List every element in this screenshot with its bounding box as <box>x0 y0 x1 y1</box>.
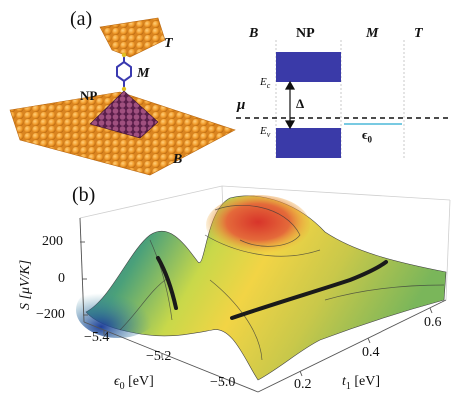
panel-b-label: (b) <box>72 184 96 206</box>
y-tick-0: 0.2 <box>294 377 312 392</box>
y-axis-label: t1 [eV] <box>342 374 381 392</box>
ec-label: Ec <box>260 76 271 91</box>
ev-label: Ev <box>260 125 271 140</box>
valence-band <box>276 128 341 158</box>
molecule-illustration <box>9 17 236 176</box>
zero-curve-right <box>230 260 388 320</box>
epsilon0-label: ϵ0 <box>362 127 372 145</box>
top-electrode-label: T <box>164 36 173 51</box>
x-tick-0: −5.4 <box>84 330 110 345</box>
y-tick-2: 0.6 <box>424 315 442 330</box>
zero-curve-left <box>156 256 178 310</box>
energy-diagram <box>236 40 448 160</box>
nanoparticle-icon <box>89 90 159 139</box>
x-tick-1: −5.2 <box>146 349 172 364</box>
gap-label: Δ <box>296 96 305 111</box>
mu-label: μ <box>237 97 246 113</box>
z-tick-minus200: −200 <box>36 307 65 322</box>
y-tick-1: 0.4 <box>362 345 380 360</box>
molecule-icon <box>116 55 132 88</box>
surface-plot <box>76 185 451 393</box>
z-tick-0: 0 <box>58 271 65 286</box>
column-m-label: M <box>366 26 379 41</box>
x-axis-label: ϵ0 [eV] <box>114 374 154 392</box>
column-t-label: T <box>414 26 423 41</box>
panel-a-label: (a) <box>70 8 93 30</box>
nanoparticle-label: NP <box>80 88 98 103</box>
z-axis-label: S [μV/K] <box>18 259 33 310</box>
gap-arrow <box>284 80 296 130</box>
x-tick-2: −5.0 <box>210 375 236 390</box>
thermopower-surface <box>85 195 447 381</box>
column-np-label: NP <box>296 26 315 41</box>
conduction-band <box>276 52 341 82</box>
molecule-label: M <box>137 66 150 81</box>
bottom-electrode-label: B <box>173 152 183 167</box>
column-b-label: B <box>249 26 259 41</box>
z-tick-200: 200 <box>42 234 63 249</box>
